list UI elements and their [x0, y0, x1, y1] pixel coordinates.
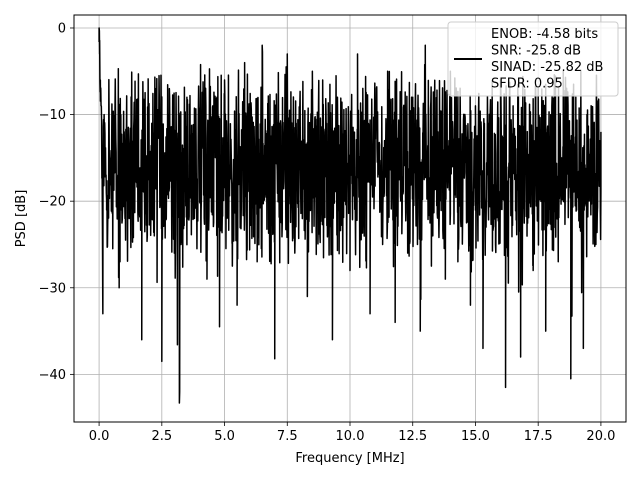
- x-axis: 0.0 2.5 5.0 7.5 10.0 12.5 15.0 17.5 20.0: [89, 422, 615, 444]
- legend: ENOB: -4.58 bits SNR: -25.8 dB SINAD: -2…: [447, 21, 619, 97]
- y-tick-label: −10: [39, 108, 66, 123]
- y-axis: 0 −10 −20 −30 −40: [39, 21, 74, 383]
- x-tick-label: 15.0: [461, 429, 490, 444]
- psd-line: [98, 27, 602, 404]
- y-tick-label: −20: [39, 195, 66, 210]
- y-tick-label: −30: [39, 281, 66, 296]
- x-tick-label: 17.5: [524, 429, 553, 444]
- x-tick-label: 0.0: [89, 429, 110, 444]
- legend-entry-sinad: SINAD: -25.82 dB: [491, 60, 603, 75]
- legend-entry-enob: ENOB: -4.58 bits: [491, 27, 598, 42]
- x-axis-label: Frequency [MHz]: [295, 451, 404, 466]
- x-tick-label: 2.5: [151, 429, 172, 444]
- x-tick-label: 10.0: [336, 429, 365, 444]
- y-tick-label: −40: [39, 368, 66, 383]
- legend-entry-sfdr: SFDR: 0.95: [491, 77, 563, 92]
- series-group: [98, 27, 602, 404]
- x-tick-label: 7.5: [277, 429, 298, 444]
- legend-box: [447, 21, 619, 97]
- x-tick-label: 12.5: [398, 429, 427, 444]
- y-tick-label: 0: [58, 21, 66, 36]
- legend-entry-snr: SNR: -25.8 dB: [491, 44, 581, 59]
- x-tick-label: 20.0: [586, 429, 615, 444]
- x-tick-label: 5.0: [214, 429, 235, 444]
- y-axis-label: PSD [dB]: [14, 190, 29, 248]
